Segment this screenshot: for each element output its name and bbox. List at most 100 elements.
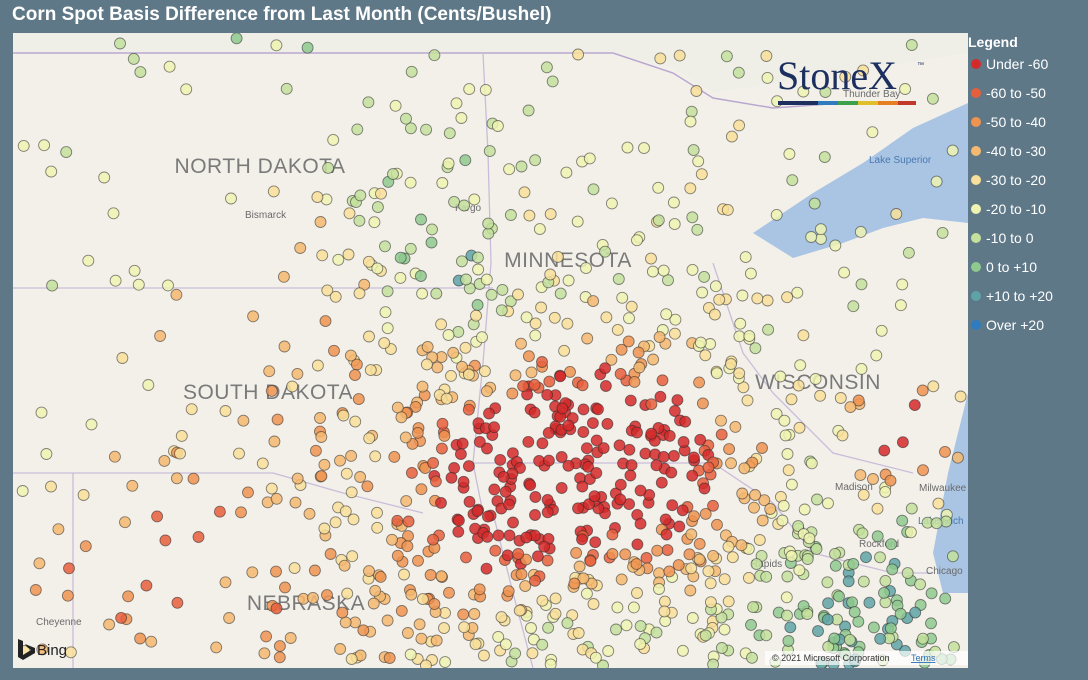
map-marker[interactable] (371, 506, 383, 519)
map-marker[interactable] (548, 311, 561, 324)
map-marker[interactable] (939, 592, 952, 605)
map-marker[interactable] (459, 154, 472, 167)
map-marker[interactable] (404, 122, 417, 135)
map-marker[interactable] (628, 375, 641, 388)
map-marker[interactable] (554, 287, 567, 300)
map-marker[interactable] (749, 342, 762, 355)
map-marker[interactable] (427, 457, 440, 469)
map-marker[interactable] (588, 490, 601, 503)
map-marker[interactable] (400, 112, 412, 125)
map-marker[interactable] (478, 365, 491, 378)
map-marker[interactable] (482, 217, 495, 230)
map-marker[interactable] (601, 417, 614, 430)
map-marker[interactable] (235, 506, 247, 519)
map-marker[interactable] (652, 181, 665, 194)
map-marker[interactable] (351, 123, 364, 136)
map-marker[interactable] (513, 604, 526, 617)
map-marker[interactable] (357, 624, 370, 637)
map-marker[interactable] (345, 653, 358, 665)
map-marker[interactable] (748, 501, 760, 514)
map-marker[interactable] (925, 617, 937, 630)
map-marker[interactable] (599, 245, 612, 258)
map-marker[interactable] (371, 262, 384, 275)
map-marker[interactable] (589, 536, 602, 549)
map-marker[interactable] (852, 394, 865, 407)
map-marker[interactable] (273, 651, 286, 664)
map-marker[interactable] (702, 565, 715, 578)
map-marker[interactable] (684, 115, 697, 128)
map-marker[interactable] (770, 407, 783, 420)
map-marker[interactable] (233, 447, 245, 460)
map-marker[interactable] (525, 622, 537, 634)
map-marker[interactable] (544, 658, 557, 668)
map-marker[interactable] (503, 163, 516, 176)
map-marker[interactable] (471, 505, 484, 517)
map-marker[interactable] (405, 65, 418, 78)
map-marker[interactable] (744, 267, 757, 280)
map-marker[interactable] (797, 85, 810, 98)
map-marker[interactable] (770, 208, 783, 221)
map-marker[interactable] (580, 587, 593, 600)
map-marker[interactable] (468, 608, 481, 620)
map-marker[interactable] (764, 503, 777, 515)
map-marker[interactable] (265, 482, 278, 495)
map-marker[interactable] (319, 315, 332, 328)
map-marker[interactable] (45, 165, 58, 178)
map-marker[interactable] (416, 593, 429, 606)
map-marker[interactable] (599, 380, 612, 392)
map-marker[interactable] (412, 554, 424, 567)
map-marker[interactable] (896, 278, 909, 291)
map-marker[interactable] (450, 97, 463, 110)
map-marker[interactable] (536, 638, 549, 651)
map-marker[interactable] (440, 392, 453, 405)
map-marker[interactable] (536, 437, 549, 450)
map-marker[interactable] (718, 623, 731, 636)
map-marker[interactable] (899, 83, 912, 95)
map-marker[interactable] (522, 104, 535, 117)
map-marker[interactable] (347, 513, 360, 526)
map-marker[interactable] (739, 251, 752, 264)
map-marker[interactable] (885, 538, 898, 551)
map-marker[interactable] (343, 207, 356, 220)
map-marker[interactable] (363, 565, 375, 578)
map-marker[interactable] (122, 590, 135, 603)
map-marker[interactable] (555, 451, 568, 463)
map-marker[interactable] (170, 288, 183, 301)
map-marker[interactable] (103, 618, 116, 631)
map-marker[interactable] (520, 311, 533, 324)
map-marker[interactable] (314, 216, 327, 228)
map-marker[interactable] (480, 273, 493, 286)
map-marker[interactable] (597, 659, 609, 668)
map-marker[interactable] (847, 557, 860, 570)
map-marker[interactable] (460, 273, 473, 286)
map-marker[interactable] (570, 546, 583, 559)
map-marker[interactable] (926, 92, 939, 105)
map-marker[interactable] (223, 612, 236, 624)
map-marker[interactable] (126, 479, 139, 492)
map-marker[interactable] (145, 635, 158, 648)
map-marker[interactable] (108, 450, 121, 463)
map-marker[interactable] (492, 630, 505, 643)
map-marker[interactable] (267, 185, 280, 198)
map-marker[interactable] (707, 658, 720, 668)
map-marker[interactable] (311, 359, 324, 372)
map-marker[interactable] (219, 405, 232, 417)
map-marker[interactable] (904, 526, 917, 539)
map-marker[interactable] (686, 612, 699, 624)
map-marker[interactable] (311, 191, 324, 204)
map-marker[interactable] (577, 426, 590, 438)
map-marker[interactable] (854, 469, 867, 482)
map-marker[interactable] (855, 362, 868, 375)
map-marker[interactable] (279, 581, 291, 594)
map-marker[interactable] (634, 517, 647, 530)
map-marker[interactable] (590, 434, 603, 447)
map-marker[interactable] (340, 467, 353, 480)
map-marker[interactable] (600, 311, 613, 324)
map-marker[interactable] (785, 393, 798, 406)
map-marker[interactable] (657, 264, 670, 277)
map-marker[interactable] (85, 418, 98, 431)
map-marker[interactable] (469, 638, 482, 651)
map-marker[interactable] (426, 223, 438, 236)
map-marker[interactable] (368, 216, 381, 229)
map-marker[interactable] (128, 264, 141, 277)
